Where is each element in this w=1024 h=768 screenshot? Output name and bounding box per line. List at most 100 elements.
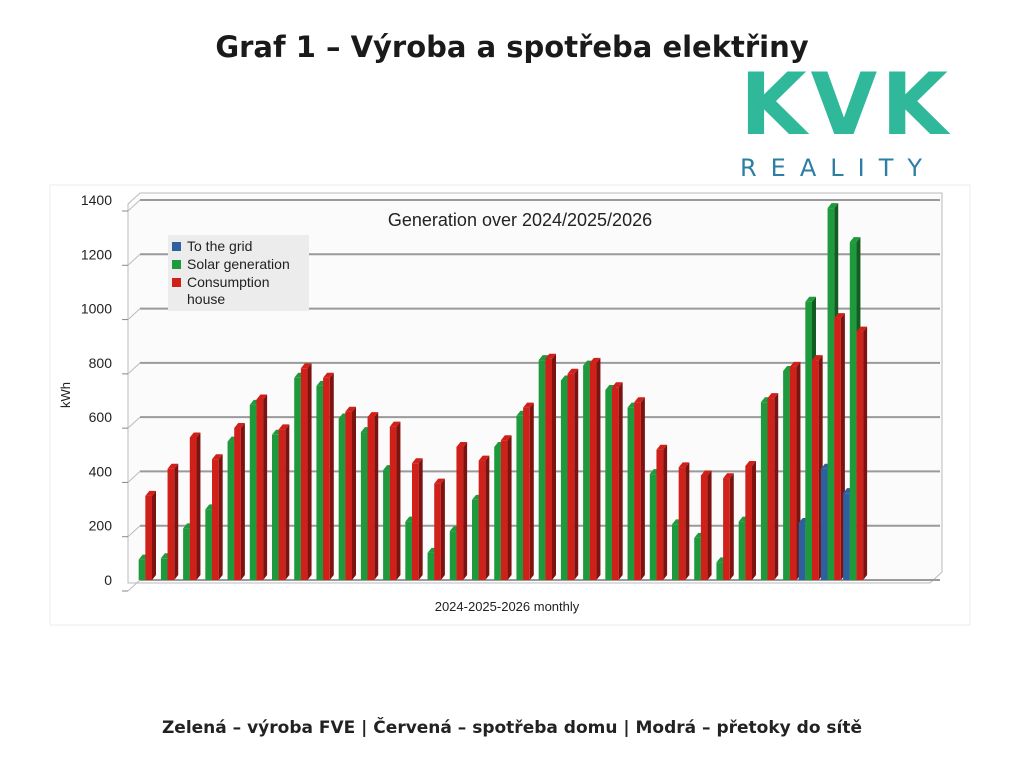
y-tick-label: 1200 <box>81 246 112 262</box>
y-tick-label: 200 <box>89 518 113 534</box>
grid-line-depth <box>127 362 141 375</box>
bar <box>856 331 864 580</box>
bar-top <box>834 313 845 319</box>
bar <box>405 521 412 580</box>
bar-side <box>240 423 245 580</box>
bar-side <box>507 435 512 580</box>
bar <box>516 415 524 580</box>
legend-item: To the grid <box>172 238 305 255</box>
grid-line-depth <box>127 579 141 592</box>
bar <box>700 475 708 580</box>
bar-side <box>463 442 468 580</box>
bar <box>234 428 241 580</box>
bar <box>167 468 175 580</box>
bar <box>256 399 264 580</box>
bar-top <box>167 463 179 469</box>
bar <box>745 466 752 580</box>
bar-top <box>678 462 690 468</box>
bar <box>523 407 530 580</box>
bar-side <box>329 372 334 580</box>
bar <box>538 360 546 580</box>
bar-side <box>263 394 268 580</box>
bar-side <box>707 470 712 580</box>
bar <box>138 559 146 580</box>
bar-top <box>367 412 379 418</box>
bar-top <box>545 353 556 359</box>
bar <box>567 373 575 580</box>
bar <box>389 426 397 580</box>
bar-side <box>285 424 290 580</box>
bar <box>456 447 464 580</box>
bar-side <box>440 478 445 580</box>
bar-side <box>574 368 579 580</box>
y-tick-label: 400 <box>89 463 113 479</box>
bar-top <box>300 363 312 369</box>
bar <box>294 377 301 580</box>
bar <box>767 398 775 580</box>
legend-item: Solar generation <box>172 256 305 273</box>
bar <box>656 449 664 580</box>
bar <box>545 358 552 580</box>
bar-side <box>729 473 734 580</box>
bar <box>434 483 441 580</box>
bar <box>367 417 375 580</box>
bar-top <box>323 372 334 378</box>
bar <box>849 242 857 581</box>
y-tick-label: 0 <box>104 572 112 588</box>
bar <box>345 411 352 580</box>
bar <box>716 562 724 580</box>
bar <box>760 402 768 580</box>
bar-side <box>618 382 623 580</box>
bar <box>798 523 806 580</box>
bar-top <box>745 461 756 466</box>
bar <box>827 208 835 580</box>
bar-top <box>434 478 445 484</box>
bar-side <box>685 462 690 580</box>
bar <box>412 463 419 580</box>
y-axis-label: kWh <box>58 382 73 408</box>
bar-side <box>374 412 379 580</box>
bar-top <box>812 355 823 361</box>
bar-top <box>634 397 645 403</box>
bar <box>249 404 257 580</box>
bar-top <box>234 423 245 428</box>
bar-side <box>863 326 868 580</box>
bar-top <box>145 490 156 496</box>
bar <box>649 474 657 580</box>
bar-top <box>189 432 201 438</box>
bar-side <box>174 463 179 580</box>
bar <box>278 429 286 580</box>
bar <box>383 470 390 580</box>
bar-top <box>700 470 712 476</box>
grid-line-depth <box>127 471 141 483</box>
bar <box>449 531 457 580</box>
bar-top <box>589 357 601 363</box>
bar <box>316 385 324 580</box>
legend-swatch <box>172 278 181 287</box>
bar <box>323 377 330 580</box>
bar <box>678 467 686 580</box>
bar-top <box>345 406 356 412</box>
bar-top <box>567 368 579 374</box>
bar-side <box>552 353 556 580</box>
bar-top <box>538 355 550 361</box>
bar-top <box>278 424 290 430</box>
logo: KVK REALITY <box>740 60 972 182</box>
bar-side <box>307 363 312 580</box>
bar <box>738 521 746 580</box>
bar <box>338 418 346 580</box>
bar <box>472 499 479 580</box>
bar <box>634 402 641 580</box>
bar <box>627 407 635 580</box>
bar <box>672 524 679 580</box>
bar <box>812 360 819 580</box>
bar-side <box>396 421 401 580</box>
legend-label: Consumption house <box>187 274 270 307</box>
logo-subtitle: REALITY <box>740 154 937 182</box>
bar <box>300 368 308 580</box>
bar-top <box>656 444 668 450</box>
bar-top <box>856 326 868 332</box>
bar-side <box>596 357 601 580</box>
y-tick-label: 1000 <box>81 301 112 317</box>
